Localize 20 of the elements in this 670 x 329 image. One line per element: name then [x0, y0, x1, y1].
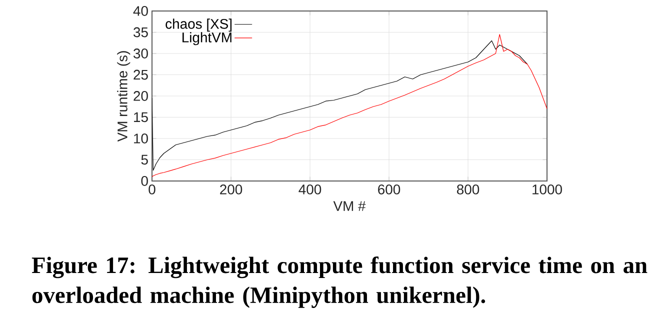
- x-tick-label: 200: [220, 184, 242, 194]
- x-tick-label: 600: [378, 184, 400, 194]
- y-tick-label: 25: [134, 70, 148, 80]
- y-tick-label: 20: [134, 91, 148, 101]
- x-axis-title: VM #: [333, 201, 366, 211]
- y-tick-label: 30: [134, 48, 148, 58]
- x-tick-label: 0: [148, 184, 156, 194]
- y-tick-label: 0: [141, 176, 148, 186]
- legend-label: LightVM: [182, 32, 232, 46]
- x-tick-label: 800: [456, 184, 480, 194]
- legend-label: chaos [XS]: [166, 18, 232, 32]
- y-tick-label: 5: [141, 154, 148, 165]
- caption: Figure 17: Lightweight compute function service time on an overloaded machine (Minipython unikernel).: [32, 256, 648, 308]
- y-tick-label: 10: [134, 134, 148, 144]
- x-tick-label: 400: [298, 184, 322, 194]
- y-tick-label: 40: [133, 6, 148, 16]
- y-axis-title: VM runtime (s): [117, 51, 130, 142]
- x-tick-label: 1000: [532, 184, 562, 194]
- y-tick-label: 15: [134, 112, 148, 122]
- y-tick-label: 35: [134, 27, 148, 38]
